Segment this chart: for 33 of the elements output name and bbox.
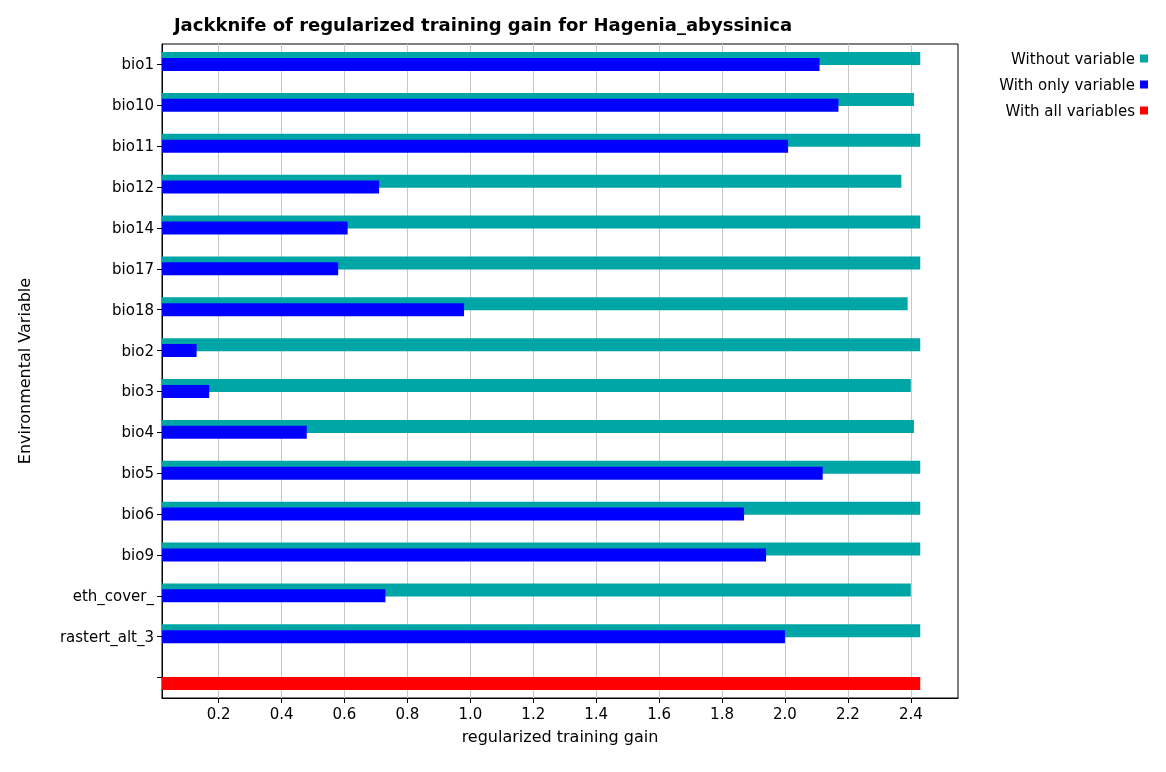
x-tick-label: 0.2 [206, 704, 231, 723]
x-tick-label: 0.6 [332, 704, 357, 723]
x-tick-label: 1.4 [584, 704, 609, 723]
x-tick-label: 1.8 [710, 704, 734, 723]
x-tick-label: 1.0 [458, 704, 483, 723]
y-tick-label: bio5 [121, 464, 154, 483]
chart-title: Jackknife of regularized training gain for Hagenia_abyssinica [171, 13, 793, 35]
x-tick-label: 0.4 [269, 704, 294, 723]
y-tick-label: bio11 [112, 137, 154, 156]
y-tick-label: bio18 [112, 300, 154, 319]
x-tick-label: 2.4 [898, 704, 923, 723]
y-tick-label: eth_cover_ [72, 586, 155, 606]
legend-label: With all variables [1005, 101, 1136, 120]
y-tick-label: bio2 [121, 341, 154, 360]
y-tick-label: bio10 [112, 96, 154, 115]
legend-label: Without variable [1011, 49, 1135, 68]
x-axis-title: regularized training gain [461, 726, 659, 746]
y-tick-label: bio12 [112, 178, 154, 197]
x-tick-label: 2.2 [835, 704, 860, 723]
y-tick-label: bio17 [112, 259, 154, 278]
x-tick-label: 1.6 [647, 704, 672, 723]
y-tick-label: rastert_alt_3 [59, 627, 154, 647]
y-tick-label: bio14 [112, 218, 154, 237]
legend-label: With only variable [999, 75, 1135, 94]
x-tick-label: 2.0 [773, 704, 797, 723]
y-tick-label: bio1 [121, 55, 154, 74]
x-tick-label: 0.8 [395, 704, 420, 723]
y-axis-title: Environmental Variable [14, 277, 34, 465]
y-tick-label: bio4 [121, 423, 154, 442]
y-tick-label: bio6 [121, 505, 154, 524]
x-tick-label: 1.2 [521, 704, 546, 723]
y-tick-label: bio9 [121, 545, 154, 564]
y-tick-label: bio3 [121, 382, 154, 401]
